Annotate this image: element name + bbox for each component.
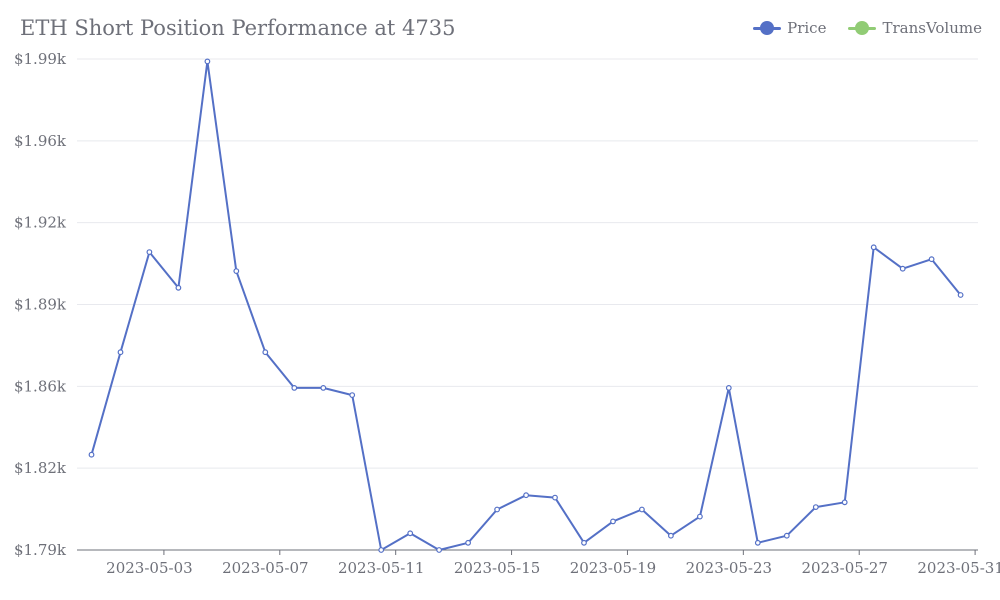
x-tick-label: 2023-05-23 xyxy=(686,559,772,577)
price-data-point xyxy=(639,506,645,513)
price-series-line xyxy=(90,60,962,551)
legend-transvolume-label: TransVolume xyxy=(882,19,982,37)
price-data-point xyxy=(928,256,935,263)
y-tick-label: $1.96k xyxy=(14,132,67,150)
price-data-point xyxy=(436,547,443,553)
price-data-point xyxy=(899,265,906,272)
price-data-point xyxy=(262,349,269,356)
price-data-point xyxy=(117,349,124,356)
legend-transvolume-dot xyxy=(855,21,870,35)
price-data-point xyxy=(610,518,616,525)
x-tick-label: 2023-05-19 xyxy=(570,559,656,577)
price-data-point xyxy=(870,244,877,251)
legend-item-price[interactable]: Price xyxy=(753,19,826,37)
price-data-point xyxy=(783,532,790,539)
x-tick-label: 2023-05-11 xyxy=(338,559,424,577)
price-data-point xyxy=(581,539,587,546)
price-data-point xyxy=(523,492,529,499)
price-data-point xyxy=(407,530,414,537)
price-data-point xyxy=(957,292,964,298)
price-data-point xyxy=(349,392,356,399)
y-tick-label: $1.92k xyxy=(14,214,67,232)
price-data-point xyxy=(146,249,153,256)
x-tick-label: 2023-05-15 xyxy=(454,559,540,577)
price-data-point xyxy=(494,506,501,513)
legend: Price TransVolume xyxy=(753,19,982,37)
x-tick-label: 2023-05-03 xyxy=(106,559,192,577)
price-data-point xyxy=(175,284,182,291)
legend-transvolume-marker xyxy=(848,21,877,35)
x-tick-label: 2023-05-07 xyxy=(222,559,308,577)
y-tick-label: $1.86k xyxy=(14,377,67,395)
price-data-point xyxy=(697,513,703,520)
chart-title: ETH Short Position Performance at 4735 xyxy=(20,16,456,40)
y-tick-label: $1.89k xyxy=(14,296,67,314)
y-tick-label: $1.79k xyxy=(14,541,67,559)
price-data-point xyxy=(291,385,298,391)
y-tick-label: $1.99k xyxy=(14,50,67,68)
legend-price-marker xyxy=(753,21,782,35)
price-data-point xyxy=(812,504,819,511)
price-data-point xyxy=(204,58,211,65)
legend-item-transvolume[interactable]: TransVolume xyxy=(848,19,982,37)
legend-price-label: Price xyxy=(787,19,827,37)
price-data-point xyxy=(552,494,558,501)
price-data-point xyxy=(378,547,385,553)
price-data-point xyxy=(841,499,848,506)
legend-price-dot xyxy=(760,21,775,35)
y-tick-label: $1.82k xyxy=(14,459,67,477)
price-data-point xyxy=(668,532,674,539)
price-data-point xyxy=(754,539,761,546)
price-data-point xyxy=(233,268,240,275)
price-data-point xyxy=(725,385,732,391)
x-tick-label: 2023-05-31 xyxy=(917,559,1000,577)
price-data-point xyxy=(88,451,95,458)
price-data-point xyxy=(320,385,327,391)
x-tick-label: 2023-05-27 xyxy=(801,559,887,577)
price-data-point xyxy=(465,539,472,546)
